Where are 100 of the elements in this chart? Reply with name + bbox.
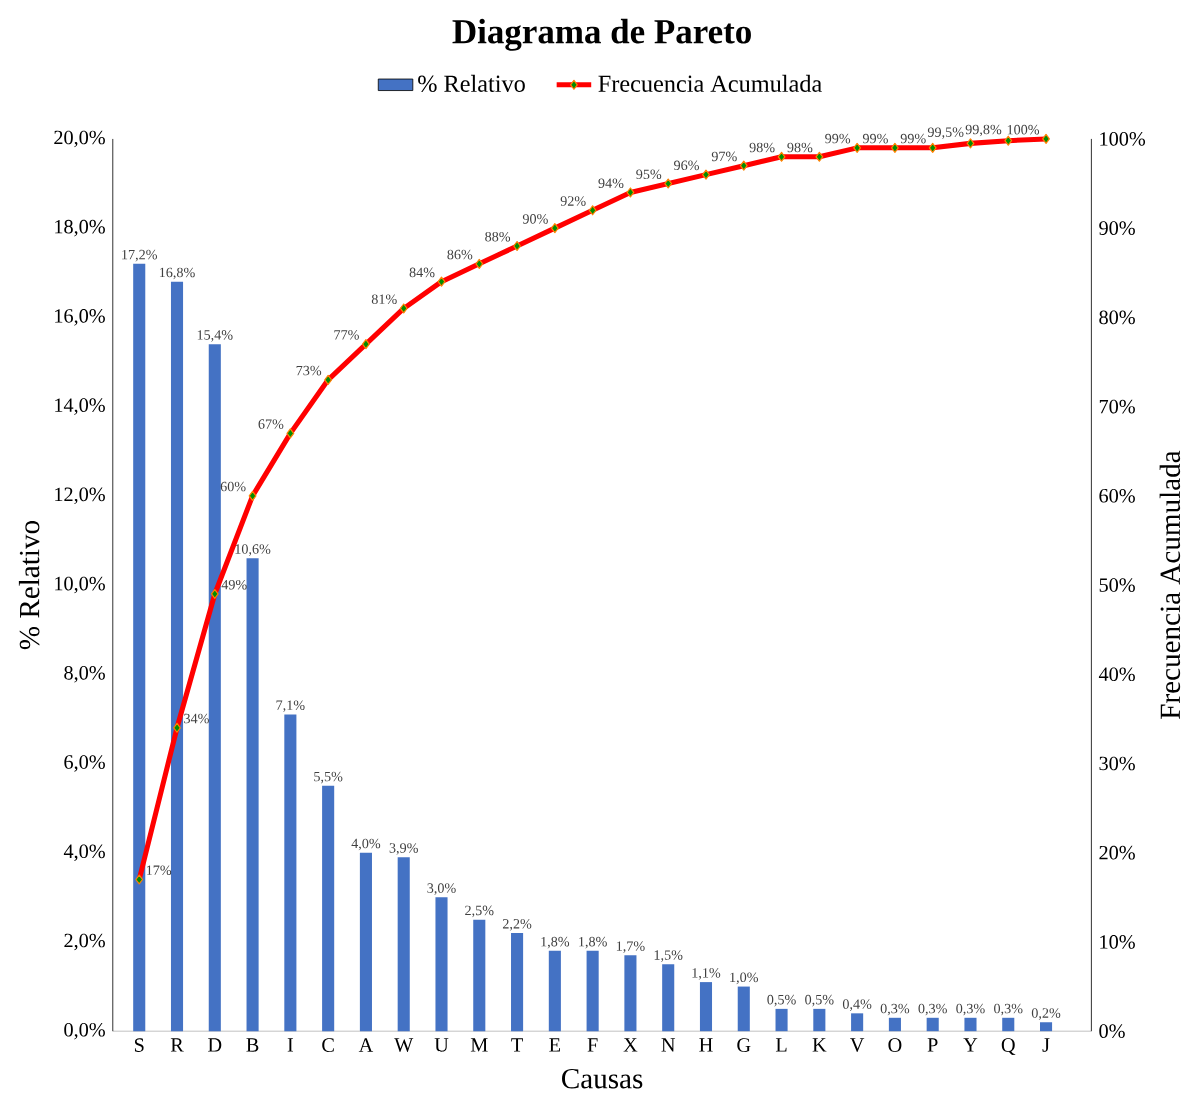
data-label: 99,8% xyxy=(965,124,1002,137)
data-label: 7,1% xyxy=(276,700,305,712)
x-tick-label: G xyxy=(737,1038,751,1052)
data-label: 73% xyxy=(296,365,322,376)
y-tick-label: 2,0% xyxy=(64,933,105,951)
y2-tick-label: 100% xyxy=(1100,131,1146,146)
data-label: 3,0% xyxy=(427,883,456,895)
y2-tick-label: 90% xyxy=(1099,221,1135,235)
y2-tick-label: 80% xyxy=(1099,310,1135,325)
data-label: 2,5% xyxy=(465,905,494,918)
x-tick-label: S xyxy=(134,1038,144,1052)
data-label: 90% xyxy=(522,213,548,224)
x-tick-label: E xyxy=(549,1038,561,1052)
x-tick-label: Q xyxy=(1001,1038,1016,1055)
y-tick-label: 18,0% xyxy=(55,219,105,237)
data-label: 3,9% xyxy=(389,842,418,855)
data-label: 10,6% xyxy=(235,544,271,556)
x-tick-label: H xyxy=(699,1038,713,1052)
y2-tick-label: 0% xyxy=(1099,1024,1125,1038)
x-tick-label: D xyxy=(208,1038,222,1052)
y2-tick-label: 70% xyxy=(1099,399,1135,414)
y2-tick-label: 40% xyxy=(1098,667,1135,681)
y-tick-label: 10,0% xyxy=(55,576,105,594)
data-label: 16,8% xyxy=(159,267,195,280)
bar xyxy=(737,986,750,1031)
bar xyxy=(662,964,675,1031)
data-label: 0,5% xyxy=(767,994,796,1007)
data-label: 0,2% xyxy=(1031,1008,1061,1020)
data-label: 98% xyxy=(787,142,813,153)
data-label: 95% xyxy=(636,169,662,179)
bar xyxy=(435,897,448,1031)
bar xyxy=(1040,1022,1053,1031)
chart-title: Diagrama de Pareto xyxy=(452,18,751,51)
data-label: 100% xyxy=(1007,124,1040,135)
bar xyxy=(624,955,637,1031)
x-tick-label: C xyxy=(322,1038,334,1052)
bar xyxy=(699,981,713,1031)
data-label: 81% xyxy=(371,294,397,304)
data-label: 67% xyxy=(258,419,284,429)
data-label: 99% xyxy=(862,133,888,144)
bar xyxy=(246,558,259,1031)
x-axis-title: Causas xyxy=(562,1068,643,1089)
data-label: 17,2% xyxy=(122,249,158,262)
data-label: 5,5% xyxy=(314,771,343,784)
data-label: 99% xyxy=(900,133,926,144)
y-tick-label: 16,0% xyxy=(55,308,105,326)
bar xyxy=(964,1017,977,1031)
bar xyxy=(359,852,372,1031)
data-label: 1,5% xyxy=(654,950,683,962)
data-label: 0,4% xyxy=(842,999,872,1011)
data-label: 0,5% xyxy=(805,994,834,1007)
y-tick-label: 4,0% xyxy=(63,844,105,861)
data-label: 96% xyxy=(674,160,700,170)
x-tick-label: K xyxy=(812,1038,827,1052)
y2-tick-label: 30% xyxy=(1099,756,1135,771)
data-label: 4,0% xyxy=(351,838,381,851)
y2-tick-label: 50% xyxy=(1099,578,1135,592)
y-tick-label: 8,0% xyxy=(64,665,105,683)
x-tick-label: P xyxy=(927,1038,938,1052)
x-tick-label: T xyxy=(511,1038,523,1052)
data-label: 94% xyxy=(598,178,624,188)
x-tick-label: N xyxy=(661,1038,676,1052)
data-label: 99% xyxy=(825,133,851,144)
bar xyxy=(511,932,524,1031)
bar xyxy=(170,281,184,1031)
data-label: 1,1% xyxy=(692,967,721,980)
y2-tick-label: 20% xyxy=(1099,845,1135,860)
data-label: 88% xyxy=(485,231,511,242)
y-tick-label: 0,0% xyxy=(64,1022,105,1040)
x-tick-label: J xyxy=(1042,1038,1050,1052)
y-tick-label: 14,0% xyxy=(55,398,105,415)
data-label: 0,3% xyxy=(880,1003,910,1016)
bar xyxy=(813,1008,826,1031)
bar xyxy=(926,1017,939,1031)
bar xyxy=(851,1013,864,1031)
x-tick-label: F xyxy=(587,1038,598,1052)
y-axis-title: % Relativo xyxy=(18,520,40,650)
bar xyxy=(548,950,561,1031)
data-label: 1,8% xyxy=(579,936,607,949)
data-label: 97% xyxy=(711,151,737,162)
data-label: 0,3% xyxy=(994,1003,1023,1016)
data-label: 49% xyxy=(221,579,247,590)
y2-tick-label: 10% xyxy=(1100,934,1135,949)
y-tick-label: 20,0% xyxy=(54,130,105,148)
x-tick-label: M xyxy=(470,1038,488,1052)
legend-label: Frecuencia Acumulada xyxy=(598,74,822,92)
data-label: 2,2% xyxy=(502,918,532,931)
bar xyxy=(208,343,221,1031)
y-tick-label: 6,0% xyxy=(64,755,105,772)
bar xyxy=(133,263,146,1031)
legend-label: % Relativo xyxy=(418,74,525,92)
x-tick-label: X xyxy=(623,1038,638,1052)
y2-tick-label: 60% xyxy=(1099,488,1135,503)
data-label: 17% xyxy=(146,865,172,875)
x-tick-label: V xyxy=(850,1038,865,1052)
data-label: 98% xyxy=(749,142,775,153)
bar xyxy=(284,714,297,1031)
x-tick-label: A xyxy=(358,1038,374,1052)
x-tick-label: W xyxy=(394,1038,414,1052)
data-label: 1,0% xyxy=(730,972,759,984)
